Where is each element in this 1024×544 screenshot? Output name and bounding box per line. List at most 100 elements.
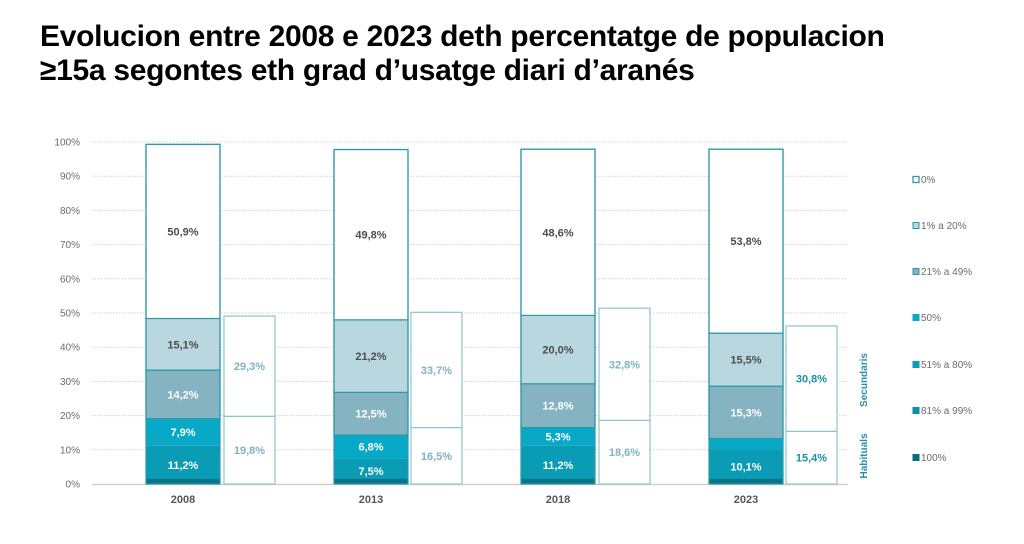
bar-segment-label: 15,3% — [730, 407, 761, 419]
bar-segment-label: 49,8% — [355, 230, 386, 242]
bar-segment-label: 21,2% — [355, 351, 386, 363]
bar-segment-label: 11,2% — [168, 460, 199, 472]
bar-group-2023: 10,1% 15,3% 15,5% 53,8% 15,4% 30,8% — [708, 148, 838, 485]
bars: 11,2% 7,9% 14,2% 15,1% 50,9% 19,8% 29,3% 7,5% 6,… — [145, 143, 838, 485]
side-bar-secundaris — [410, 311, 463, 429]
legend-item: 50% — [912, 313, 941, 324]
legend-swatch — [912, 222, 920, 229]
legend-item: 51% a 80% — [912, 360, 972, 371]
x-tick-label: 2013 — [359, 494, 383, 506]
bar-segment-label: 12,8% — [542, 401, 573, 413]
chart-title: Evolucion entre 2008 e 2023 deth percent… — [40, 20, 1000, 88]
legend-item: 1% a 20% — [912, 221, 967, 232]
bar-segment-label: 7,9% — [170, 427, 195, 439]
bar-outline — [145, 143, 221, 485]
bar-segment-label: 14,2% — [167, 389, 198, 401]
legend-swatch — [912, 407, 920, 414]
bar-segment — [709, 449, 783, 484]
legend-label: 50% — [921, 313, 941, 324]
y-tick-label: 90% — [60, 172, 80, 183]
side-bar-secundaris-label: 29,3% — [234, 361, 265, 373]
y-axis: 0% 10% 20% 30% 40% 50% 60% 70% 80% 90% 100% — [54, 138, 80, 491]
bar-outline — [520, 148, 596, 485]
y-tick-label: 0% — [66, 480, 81, 491]
bar-segment-100pct — [146, 478, 220, 484]
legend-item: 0% — [912, 175, 936, 186]
legend-label: 81% a 99% — [921, 406, 972, 417]
y-tick-label: 70% — [60, 240, 80, 251]
chart-title-line-2: ≥15a segontes eth grad d’usatge diari d’… — [40, 54, 695, 87]
x-tick-label: 2023 — [734, 494, 758, 506]
bar-segment-label: 15,5% — [730, 355, 761, 367]
bar-segment — [333, 319, 409, 393]
bar-group-2008: 11,2% 7,9% 14,2% 15,1% 50,9% 19,8% 29,3% — [145, 143, 276, 485]
bar-segment — [521, 427, 595, 446]
group-labels: Secundaris Habituals — [859, 353, 870, 479]
legend-label: 100% — [921, 453, 947, 464]
bar-segment-100pct — [521, 478, 595, 484]
side-bar-secundaris — [223, 315, 276, 417]
legend-swatch — [912, 314, 920, 321]
x-tick-label: 2018 — [546, 494, 570, 506]
bar-segment — [708, 385, 784, 440]
bar-segment — [333, 391, 409, 436]
bar-segment-label: 11,2% — [543, 460, 574, 472]
bar-segment-label: 6,8% — [358, 442, 383, 454]
legend-label: 1% a 20% — [921, 221, 967, 232]
y-tick-label: 80% — [60, 206, 80, 217]
legend-swatch — [912, 268, 920, 275]
legend: 0% 1% a 20% 21% a 49% 50% 51% a 80% 81% a 99%… — [912, 175, 972, 464]
bar-segment — [146, 418, 220, 446]
side-bar-habituals — [598, 419, 651, 485]
bar-segment-label: 53,8% — [730, 236, 761, 248]
bar-segment — [520, 148, 596, 316]
bar-segment-100pct — [709, 478, 783, 484]
side-bar-habituals-label: 18,6% — [609, 447, 640, 459]
y-tick-label: 60% — [60, 274, 80, 285]
bar-segment — [145, 143, 221, 320]
bar-outline — [333, 148, 409, 485]
y-tick-label: 50% — [60, 309, 80, 320]
bar-group-2013: 7,5% 6,8% 12,5% 21,2% 49,8% 16,5% 33,7% — [333, 148, 463, 485]
legend-item: 21% a 49% — [912, 267, 972, 278]
bar-segment — [520, 314, 596, 385]
bar-segment — [521, 445, 595, 484]
y-tick-label: 30% — [60, 377, 80, 388]
side-bar-habituals-label: 19,8% — [234, 445, 265, 457]
bar-segment — [146, 445, 220, 484]
bar-segment-100pct — [334, 478, 408, 484]
bar-segment — [333, 148, 409, 321]
side-bar-habituals — [223, 415, 276, 485]
bar-segment-label: 48,6% — [542, 227, 573, 239]
bar-segment — [334, 435, 408, 459]
side-bar-habituals-label: 15,4% — [796, 453, 827, 465]
legend-swatch — [912, 361, 920, 368]
bar-outline — [708, 148, 784, 485]
bar-segment — [520, 383, 596, 429]
legend-swatch — [912, 454, 920, 461]
x-axis: 2008 2013 2018 2023 — [171, 494, 758, 506]
bar-segment — [708, 148, 784, 334]
side-bar-secundaris — [598, 307, 651, 421]
bar-group-2018: 11,2% 5,3% 12,8% 20,0% 48,6% 18,6% 32,8% — [520, 148, 651, 485]
bar-segment-label: 5,3% — [545, 432, 570, 444]
legend-label: 21% a 49% — [921, 267, 972, 278]
y-tick-label: 20% — [60, 411, 80, 422]
bar-segment-label: 15,1% — [167, 339, 198, 351]
legend-label: 51% a 80% — [921, 360, 972, 371]
bar-segment-label: 20,0% — [542, 345, 573, 357]
side-bar-habituals — [410, 426, 463, 485]
side-bar-secundaris-label: 32,8% — [609, 359, 640, 371]
y-tick-label: 40% — [60, 343, 80, 354]
legend-item: 100% — [912, 453, 947, 464]
group-label-habituals: Habituals — [859, 433, 870, 478]
bar-segment-label: 12,5% — [355, 409, 386, 421]
side-bar-secundaris — [785, 325, 838, 432]
chart-title-line-1: Evolucion entre 2008 e 2023 deth percent… — [40, 20, 885, 53]
legend-item: 81% a 99% — [912, 406, 972, 417]
bar-segment-label: 7,5% — [358, 466, 383, 478]
bar-segment — [709, 438, 783, 450]
y-tick-label: 10% — [60, 445, 80, 456]
bar-segment-label: 10,1% — [730, 462, 761, 474]
